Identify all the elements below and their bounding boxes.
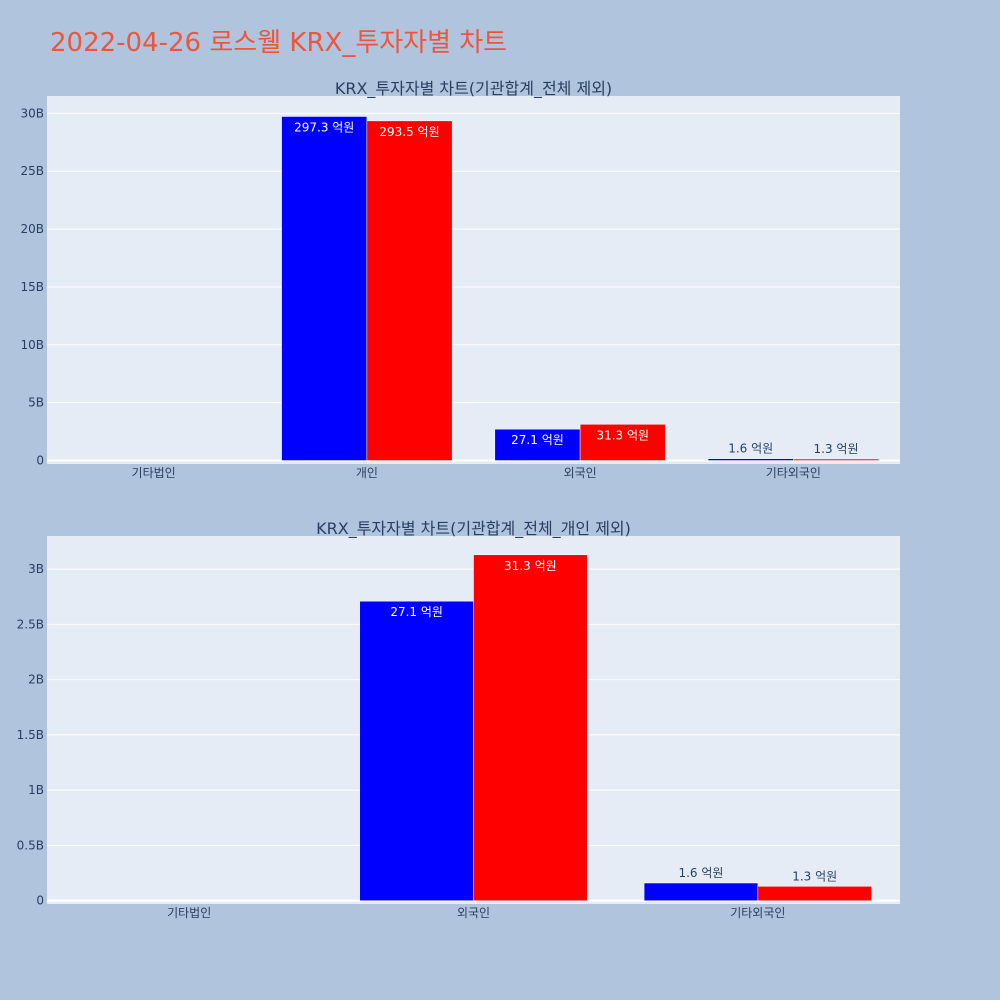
x-tick-label: 기타외국인 [730,906,785,920]
data-label: 1.3 억원 [814,442,859,456]
y-tick-label: 15B [20,280,44,294]
y-tick-label: 0 [36,894,44,908]
bar [366,120,453,461]
chart-2: 0 0.5B 1B 1.5B 2B 2.5B 3B KRX_투자자별 차트(기관합계_전체_개… [17,519,900,920]
bar [473,554,588,901]
y-tick-label: 5B [28,396,44,410]
data-label: 31.3 억원 [596,428,649,442]
x-tick-label: 기타외국인 [766,466,821,480]
y-tick-label: 3B [28,562,44,576]
chart-title: KRX_투자자별 차트(기관합계_전체 제외) [335,79,612,99]
data-label: 31.3 억원 [504,559,557,573]
x-tick-label: 외국인 [457,906,490,920]
y-tick-label: 10B [20,338,44,352]
plot-area [47,96,900,464]
data-label: 297.3 억원 [294,120,354,134]
bar [281,116,368,461]
y-tick-label: 25B [20,164,44,178]
chart-title: KRX_투자자별 차트(기관합계_전체_개인 제외) [316,519,631,539]
data-label: 1.6 억원 [678,866,723,880]
x-tick-label: 개인 [356,466,378,480]
x-tick-label: 기타법인 [167,906,211,920]
bar [579,424,666,461]
bar [707,458,794,461]
y-tick-label: 0.5B [17,838,44,852]
data-label: 27.1 억원 [390,605,443,619]
x-tick-label: 기타법인 [132,466,176,480]
data-label: 27.1 억원 [511,433,564,447]
chart-1: 0 5B 10B 15B 20B 25B 30B KRX_투자자별 차트(기관합계_전체 제외… [20,79,900,480]
data-label: 1.6 억원 [728,442,773,456]
y-tick-label: 0 [36,454,44,468]
bar [793,458,879,461]
bar [359,600,474,901]
bar [643,882,759,901]
data-label: 1.3 억원 [792,869,837,883]
y-tick-label: 1B [28,783,44,797]
y-tick-label: 2.5B [17,617,44,631]
x-tick-label: 외국인 [564,466,597,480]
y-tick-label: 1.5B [17,728,44,742]
page-title: 2022-04-26 로스웰 KRX_투자자별 차트 [50,28,508,58]
y-tick-label: 2B [28,673,44,687]
bar [757,886,872,901]
y-tick-label: 30B [20,106,44,120]
y-tick-label: 20B [20,222,44,236]
data-label: 293.5 억원 [379,125,439,139]
